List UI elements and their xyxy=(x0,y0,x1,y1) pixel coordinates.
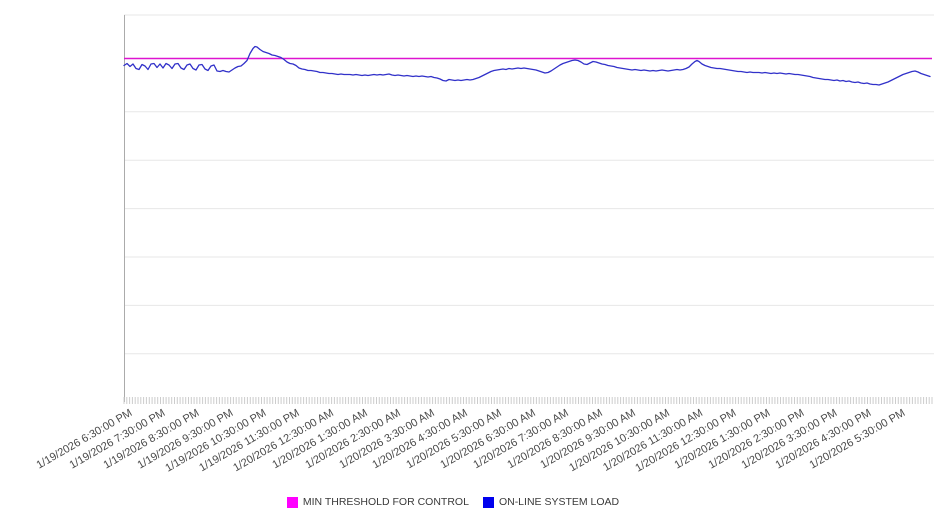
legend-swatch-online-system-load xyxy=(482,496,494,508)
legend-item-online-system-load[interactable]: ON-LINE SYSTEM LOAD xyxy=(482,496,620,508)
legend-swatch-min-threshold xyxy=(286,496,298,508)
series-line xyxy=(123,45,931,86)
x-axis-minor-ticks xyxy=(123,397,933,404)
legend-item-min-threshold[interactable]: MIN THRESHOLD FOR CONTROL xyxy=(286,496,469,508)
x-axis-tick-row xyxy=(123,397,933,404)
legend-label-online-system-load: ON-LINE SYSTEM LOAD xyxy=(498,496,620,508)
series-line-group xyxy=(123,45,931,86)
legend: MIN THRESHOLD FOR CONTROL ON-LINE SYSTEM… xyxy=(0,496,906,508)
legend-label-min-threshold: MIN THRESHOLD FOR CONTROL xyxy=(302,496,469,508)
gridlines xyxy=(124,14,934,355)
